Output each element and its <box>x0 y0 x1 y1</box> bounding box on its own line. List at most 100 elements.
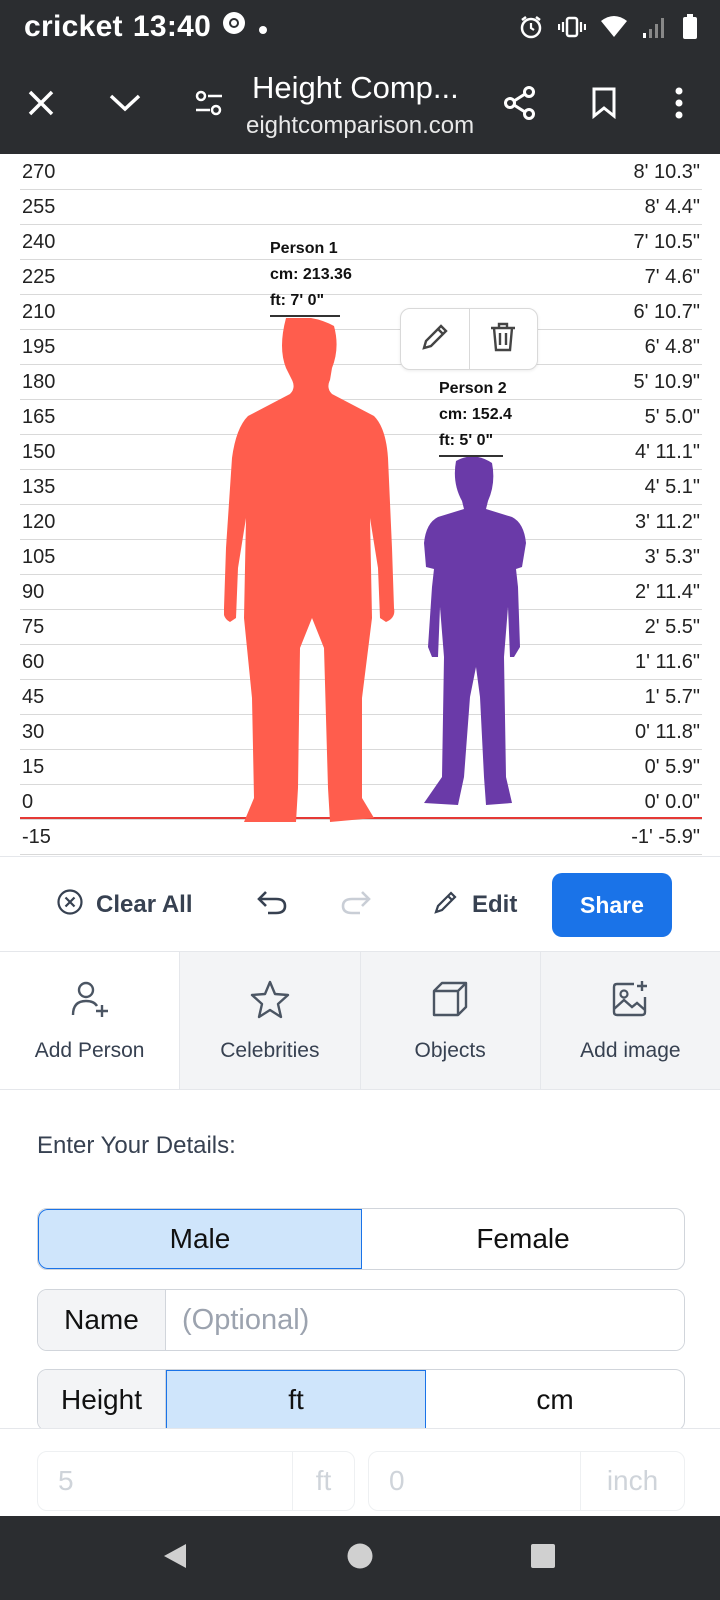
share-icon <box>503 85 537 125</box>
ft-tick-label: 5' 5.0" <box>644 406 700 428</box>
person-1-label: Person 1 cm: 213.36 ft: 7' 0" <box>270 236 352 317</box>
home-circle-icon <box>345 1541 375 1576</box>
tab-celebrities[interactable]: Celebrities <box>180 952 361 1089</box>
minimize-button[interactable] <box>98 78 152 132</box>
chevron-down-icon <box>108 93 142 118</box>
clear-circle-icon <box>56 888 84 923</box>
chart-grid-row: 210 6' 10.7" <box>20 295 702 330</box>
person-2-silhouette[interactable] <box>424 457 526 807</box>
cm-tick-label: 270 <box>22 161 56 183</box>
cm-tick-label: 0 <box>22 791 34 813</box>
share-page-button[interactable] <box>493 78 547 132</box>
person-2-underline <box>439 455 503 457</box>
cm-tick-label: 15 <box>22 756 45 778</box>
cube-icon <box>430 979 470 1025</box>
ft-tick-label: 1' 5.7" <box>644 686 700 708</box>
tab-add-person[interactable]: Add Person <box>0 952 181 1089</box>
cm-tick-label: 105 <box>22 546 56 568</box>
tab-add-person-label: Add Person <box>34 1038 145 1062</box>
browser-toolbar: Height Comp... eightcomparison.com <box>0 56 720 154</box>
battery-icon <box>682 14 698 45</box>
cm-tick-label: 165 <box>22 406 56 428</box>
ft-tick-label: 5' 10.9" <box>633 371 700 393</box>
page-title: Height Comp... <box>252 70 459 105</box>
chart-grid-row: 195 6' 4.8" <box>20 330 702 365</box>
ft-tick-label: 0' 5.9" <box>644 756 700 778</box>
person-1-cm: cm: 213.36 <box>270 266 352 283</box>
bookmark-button[interactable] <box>577 78 631 132</box>
recents-button[interactable] <box>523 1538 563 1578</box>
more-menu-button[interactable] <box>652 78 706 132</box>
name-field: Name <box>37 1289 685 1351</box>
unit-ft-option[interactable]: ft <box>166 1370 426 1430</box>
edit-label: Edit <box>472 891 518 918</box>
gender-female-option[interactable]: Female <box>476 1223 570 1254</box>
site-settings-button[interactable] <box>182 78 236 132</box>
wifi-icon <box>600 15 628 44</box>
chrome-icon <box>221 10 247 44</box>
unit-cm-option[interactable]: cm <box>536 1384 574 1415</box>
cm-tick-label: 240 <box>22 231 56 253</box>
ft-tick-label: 7' 4.6" <box>644 266 700 288</box>
person-1-underline <box>270 315 340 317</box>
cm-tick-label: 180 <box>22 371 56 393</box>
clear-all-label: Clear All <box>96 891 193 918</box>
height-feet-field[interactable]: 5 ft <box>37 1451 355 1511</box>
back-button[interactable] <box>155 1538 195 1578</box>
height-label: Height <box>38 1370 166 1430</box>
clear-all-button[interactable]: Clear All <box>56 881 192 929</box>
status-left: cricket 13:40 <box>24 10 269 44</box>
gender-male-option[interactable]: Male <box>38 1209 362 1269</box>
system-nav-bar <box>0 1516 720 1600</box>
trash-icon <box>488 321 518 358</box>
cm-tick-label: 255 <box>22 196 56 218</box>
ft-tick-label: 8' 10.3" <box>633 161 700 183</box>
ft-tick-label: 8' 4.4" <box>644 196 700 218</box>
delete-person-button[interactable] <box>470 309 538 369</box>
tab-add-image[interactable]: Add image <box>540 952 720 1089</box>
close-tab-button[interactable] <box>14 78 68 132</box>
carrier-name: cricket <box>24 10 123 43</box>
alarm-icon <box>518 14 544 45</box>
undo-button[interactable] <box>256 881 288 929</box>
tab-celebrities-label: Celebrities <box>220 1038 320 1062</box>
ft-tick-label: -1' -5.9" <box>631 826 700 848</box>
tab-add-image-label: Add image <box>580 1038 681 1062</box>
person-1-silhouette[interactable] <box>224 318 400 822</box>
ft-tick-label: 3' 5.3" <box>644 546 700 568</box>
cm-tick-label: 75 <box>22 616 45 638</box>
ft-tick-label: 6' 4.8" <box>644 336 700 358</box>
add-image-icon <box>610 979 650 1025</box>
share-button[interactable]: Share <box>552 873 672 937</box>
height-feet-unit: ft <box>292 1452 354 1510</box>
person-2-name: Person 2 <box>439 380 507 397</box>
redo-button[interactable] <box>340 881 372 929</box>
redo-icon <box>340 888 372 923</box>
cm-tick-label: 120 <box>22 511 56 533</box>
pencil-icon <box>432 888 460 923</box>
chart-grid-row: 0 0' 0.0" <box>20 785 702 820</box>
ft-tick-label: 3' 11.2" <box>634 511 700 533</box>
form-title: Enter Your Details: <box>37 1132 236 1159</box>
close-icon <box>26 88 56 123</box>
home-button[interactable] <box>340 1538 380 1578</box>
height-chart: 270 8' 10.3" 255 8' 4.4" 240 7' 10.5" 225 7' 4.… <box>0 154 720 856</box>
ft-tick-label: 4' 5.1" <box>644 476 700 498</box>
edit-button[interactable]: Edit <box>432 881 517 929</box>
add-person-icon <box>70 979 110 1025</box>
edit-person-button[interactable] <box>401 309 470 369</box>
chart-grid-row: -15 -1' -5.9" <box>20 820 702 855</box>
ft-tick-label: 6' 10.7" <box>633 301 700 323</box>
cm-tick-label: 30 <box>22 721 45 743</box>
name-input[interactable] <box>166 1290 684 1350</box>
pencil-icon <box>419 321 451 358</box>
ft-tick-label: 0' 0.0" <box>644 791 700 813</box>
ft-tick-label: 2' 11.4" <box>634 581 700 603</box>
back-triangle-icon <box>160 1541 190 1576</box>
height-feet-value: 5 <box>58 1465 74 1496</box>
height-inch-field[interactable]: 0 inch <box>368 1451 685 1511</box>
ft-tick-label: 7' 10.5" <box>633 231 700 253</box>
add-tabs: Add Person Celebrities Objects Add image <box>0 952 720 1090</box>
name-label: Name <box>38 1290 166 1350</box>
tab-objects[interactable]: Objects <box>360 952 541 1089</box>
